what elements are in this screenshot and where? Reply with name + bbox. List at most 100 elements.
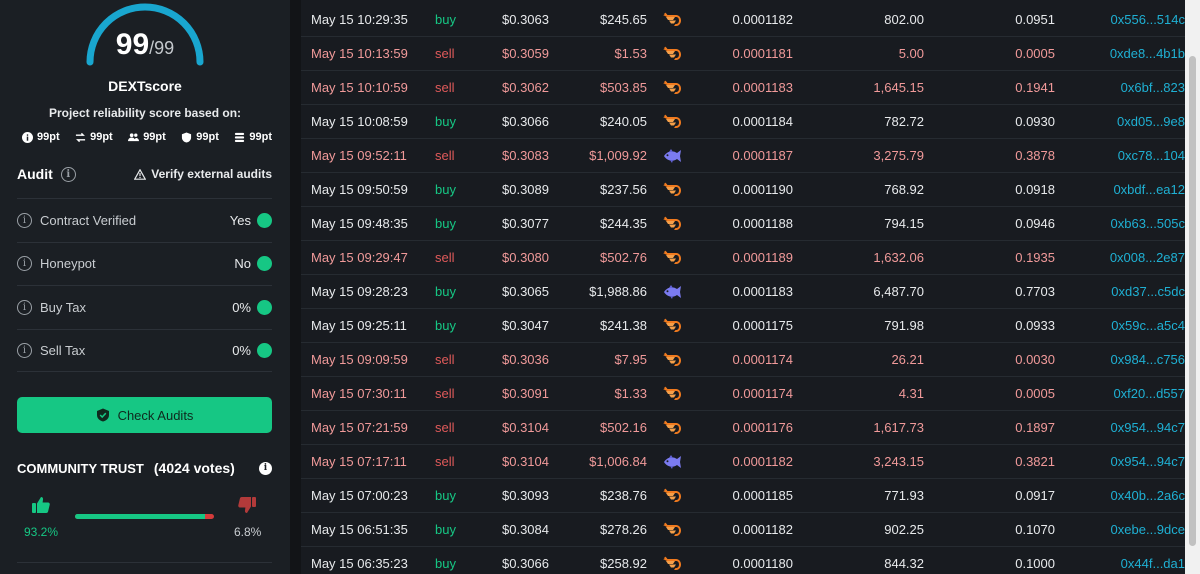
- trade-price: $0.3104: [502, 420, 549, 435]
- trade-quote: 0.1070: [1015, 522, 1055, 537]
- info-icon[interactable]: i: [17, 299, 32, 315]
- trade-row[interactable]: May 15 09:28:23 buy $0.3065 $1,988.86 0.0001…: [301, 275, 1185, 309]
- trade-type: buy: [435, 12, 456, 27]
- score-point: 99pt: [181, 131, 219, 143]
- trade-token-price: 0.0001175: [732, 318, 794, 333]
- trade-maker-link[interactable]: 0xebe...9dce: [1110, 522, 1185, 537]
- trade-maker-link[interactable]: 0x954...94c7: [1110, 454, 1185, 469]
- warning-icon: [134, 168, 147, 180]
- trade-maker-link[interactable]: 0xd05...9e8: [1117, 114, 1185, 129]
- trade-row[interactable]: May 15 10:29:35 buy $0.3063 $245.65 0.000118…: [301, 3, 1185, 37]
- trade-maker-link[interactable]: 0xd37...c5dc: [1111, 284, 1185, 299]
- trade-type: buy: [435, 488, 456, 503]
- info-icon[interactable]: i: [17, 342, 32, 358]
- trade-maker-link[interactable]: 0xbdf...ea12: [1113, 182, 1185, 197]
- trade-maker-link[interactable]: 0xf20...d557: [1113, 386, 1185, 401]
- trade-total: $7.95: [614, 352, 647, 367]
- trade-maker-link[interactable]: 0xc78...104: [1117, 148, 1185, 163]
- trade-row[interactable]: May 15 09:09:59 sell $0.3036 $7.95 0.0001174…: [301, 343, 1185, 377]
- trade-amount: 6,487.70: [873, 284, 924, 299]
- audit-row-label: Contract Verified: [40, 212, 137, 228]
- trade-total: $503.85: [600, 80, 647, 95]
- trade-row[interactable]: May 15 06:35:23 buy $0.3066 $258.92 0.000118…: [301, 547, 1185, 574]
- trade-quote: 0.0030: [1015, 352, 1055, 367]
- fish-icon: [661, 139, 683, 173]
- trade-row[interactable]: May 15 10:13:59 sell $0.3059 $1.53 0.0001181…: [301, 37, 1185, 71]
- trade-row[interactable]: May 15 09:52:11 sell $0.3083 $1,009.92 0.000…: [301, 139, 1185, 173]
- trade-row[interactable]: May 15 09:25:11 buy $0.3047 $241.38 0.000117…: [301, 309, 1185, 343]
- trade-type: sell: [435, 250, 455, 265]
- audit-list: i Contract Verified Yes i Honeypot No i Buy…: [17, 198, 272, 372]
- trade-amount: 1,617.73: [873, 420, 924, 435]
- trade-total: $238.76: [600, 488, 647, 503]
- trade-price: $0.3066: [502, 114, 549, 129]
- trade-row[interactable]: May 15 06:51:35 buy $0.3084 $278.26 0.000118…: [301, 513, 1185, 547]
- thumbs-down-icon[interactable]: [238, 496, 256, 514]
- status-ok-icon: [257, 299, 272, 315]
- trade-type: buy: [435, 182, 456, 197]
- trade-row[interactable]: May 15 07:30:11 sell $0.3091 $1.33 0.0001174…: [301, 377, 1185, 411]
- trade-quote: 0.0930: [1015, 114, 1055, 129]
- trade-maker-link[interactable]: 0xde8...4b1b: [1109, 46, 1185, 61]
- trade-amount: 1,632.06: [873, 250, 924, 265]
- scrollbar-thumb[interactable]: [1189, 56, 1196, 546]
- trade-total: $240.05: [600, 114, 647, 129]
- trade-maker-link[interactable]: 0x556...514c: [1110, 12, 1185, 27]
- verify-external-audits-link[interactable]: Verify external audits: [134, 167, 272, 181]
- info-icon[interactable]: i: [17, 256, 32, 272]
- audit-row-label: Honeypot: [40, 256, 96, 272]
- shield-check-icon: [96, 408, 109, 422]
- info-icon: [22, 131, 33, 143]
- trade-maker-link[interactable]: 0x40b...2a6c: [1110, 488, 1185, 503]
- audit-title: Audit i: [17, 166, 76, 182]
- trade-total: $1,009.92: [589, 148, 647, 163]
- trade-row[interactable]: May 15 09:29:47 sell $0.3080 $502.76 0.00011…: [301, 241, 1185, 275]
- trade-price: $0.3063: [502, 12, 549, 27]
- trade-maker-link[interactable]: 0xb63...505c: [1110, 216, 1185, 231]
- check-audits-label: Check Audits: [117, 407, 194, 423]
- trade-quote: 0.0951: [1015, 12, 1055, 27]
- trade-maker-link[interactable]: 0x44f...da1: [1120, 556, 1185, 571]
- trade-total: $502.16: [600, 420, 647, 435]
- audit-title-text: Audit: [17, 166, 53, 182]
- trade-date: May 15 06:35:23: [311, 556, 408, 571]
- trade-token-price: 0.0001174: [732, 386, 794, 401]
- trade-maker-link[interactable]: 0x59c...a5c4: [1111, 318, 1185, 333]
- shrimp-icon: [661, 173, 683, 207]
- trade-row[interactable]: May 15 09:48:35 buy $0.3077 $244.35 0.000118…: [301, 207, 1185, 241]
- trade-row[interactable]: May 15 07:00:23 buy $0.3093 $238.76 0.000118…: [301, 479, 1185, 513]
- trade-price: $0.3080: [502, 250, 549, 265]
- score-number: 99: [115, 28, 150, 61]
- info-icon[interactable]: i: [17, 212, 32, 228]
- score-title: DEXTscore: [108, 78, 182, 94]
- trade-type: sell: [435, 46, 455, 61]
- info-icon[interactable]: i: [60, 166, 76, 182]
- trade-total: $241.38: [600, 318, 647, 333]
- scrollbar[interactable]: [1185, 0, 1200, 574]
- audit-row-contract-verified: i Contract Verified Yes: [17, 198, 272, 242]
- panel-gap: [290, 0, 301, 574]
- trade-row[interactable]: May 15 10:10:59 sell $0.3062 $503.85 0.00011…: [301, 71, 1185, 105]
- trade-maker-link[interactable]: 0x6bf...823: [1120, 80, 1185, 95]
- trade-date: May 15 10:13:59: [311, 46, 408, 61]
- info-icon[interactable]: i: [259, 461, 272, 475]
- trade-row[interactable]: May 15 07:21:59 sell $0.3104 $502.16 0.00011…: [301, 411, 1185, 445]
- score-subtitle: Project reliability score based on:: [48, 106, 242, 120]
- trade-row[interactable]: May 15 09:50:59 buy $0.3089 $237.56 0.000119…: [301, 173, 1185, 207]
- audit-row-value: Yes: [229, 212, 251, 228]
- trade-date: May 15 09:48:35: [311, 216, 408, 231]
- trade-maker-link[interactable]: 0x954...94c7: [1110, 420, 1185, 435]
- trade-token-price: 0.0001183: [732, 80, 794, 95]
- trade-amount: 768.92: [884, 182, 924, 197]
- score-value: 99/99: [0, 28, 290, 62]
- trade-maker-link[interactable]: 0x984...c756: [1110, 352, 1185, 367]
- trade-amount: 3,243.15: [873, 454, 924, 469]
- trade-token-price: 0.0001188: [732, 216, 794, 231]
- check-audits-button[interactable]: Check Audits: [17, 397, 272, 433]
- score-point-label: 99pt: [37, 131, 60, 143]
- trade-row[interactable]: May 15 10:08:59 buy $0.3066 $240.05 0.000118…: [301, 105, 1185, 139]
- trade-token-price: 0.0001182: [732, 454, 794, 469]
- trade-maker-link[interactable]: 0x008...2e87: [1109, 250, 1185, 265]
- thumbs-up-icon[interactable]: [32, 496, 50, 514]
- trade-row[interactable]: May 15 07:17:11 sell $0.3104 $1,006.84 0.000…: [301, 445, 1185, 479]
